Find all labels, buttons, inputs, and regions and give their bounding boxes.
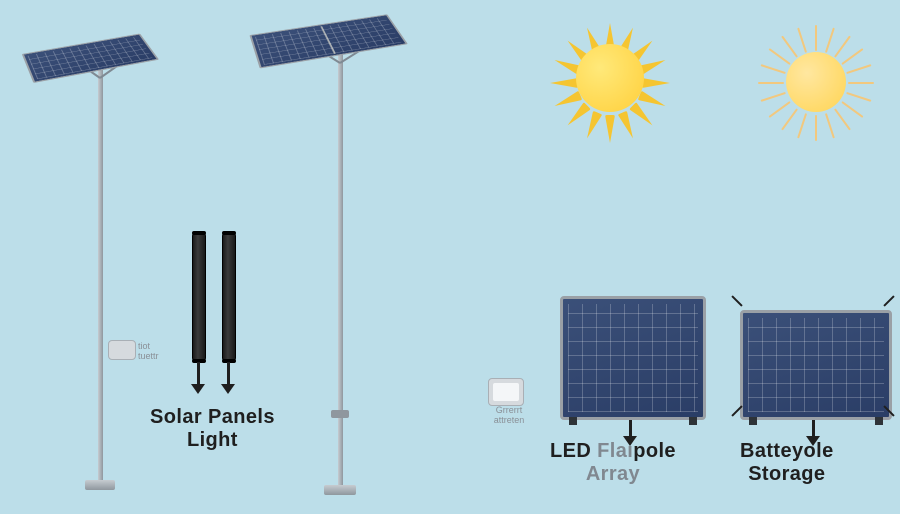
sun-core-1 xyxy=(576,44,644,112)
pole-2 xyxy=(338,40,343,490)
label-led-l2: Array xyxy=(586,463,640,485)
label-solar-light-l1: Solar Panels xyxy=(150,406,275,428)
pole-base-2 xyxy=(324,485,356,495)
sun-core-2 xyxy=(786,52,846,112)
label-led-array: LED Flaıpole Array xyxy=(550,440,676,486)
label-solar-light-l2: Light xyxy=(187,429,238,451)
tube-arrow-head-2 xyxy=(221,384,235,394)
tube-arrow-head-1 xyxy=(191,384,205,394)
label-battery: Batteyole Storage xyxy=(740,440,834,486)
label-led-b: Flaı xyxy=(591,440,633,462)
standalone-panel-2 xyxy=(740,310,892,420)
pole-attachment-tinylabel: tiot tuettr xyxy=(138,342,178,362)
tube-arrow-stem-1 xyxy=(197,362,200,384)
corner-tick-2-0 xyxy=(731,295,742,306)
tube-1 xyxy=(192,232,206,362)
label-battery-l2: Storage xyxy=(748,463,825,485)
standalone-panel-1 xyxy=(560,296,706,420)
label-led-c: pole xyxy=(633,440,676,462)
label-solar-light: Solar Panels Light xyxy=(150,406,275,452)
panel-arrow-stem-2 xyxy=(812,420,815,436)
pole-clamp-2 xyxy=(331,410,349,418)
pole-1 xyxy=(98,55,103,485)
pole-top-panel-2 xyxy=(249,14,408,68)
tube-2 xyxy=(222,232,236,362)
pole-attachment-1 xyxy=(108,340,136,360)
pole-top-panel-1 xyxy=(22,34,159,84)
pole-base-1 xyxy=(85,480,115,490)
small-device xyxy=(488,378,524,406)
tube-arrow-stem-2 xyxy=(227,362,230,384)
infographic-canvas: tiot tuettr Grrerrt attreten Solar Panels … xyxy=(0,0,900,514)
label-led: LED xyxy=(550,440,591,462)
small-device-label: Grrerrt attreten xyxy=(486,406,532,426)
panel-arrow-stem-1 xyxy=(629,420,632,436)
label-battery-l1: Batteyole xyxy=(740,440,834,462)
corner-tick-2-1 xyxy=(883,295,894,306)
